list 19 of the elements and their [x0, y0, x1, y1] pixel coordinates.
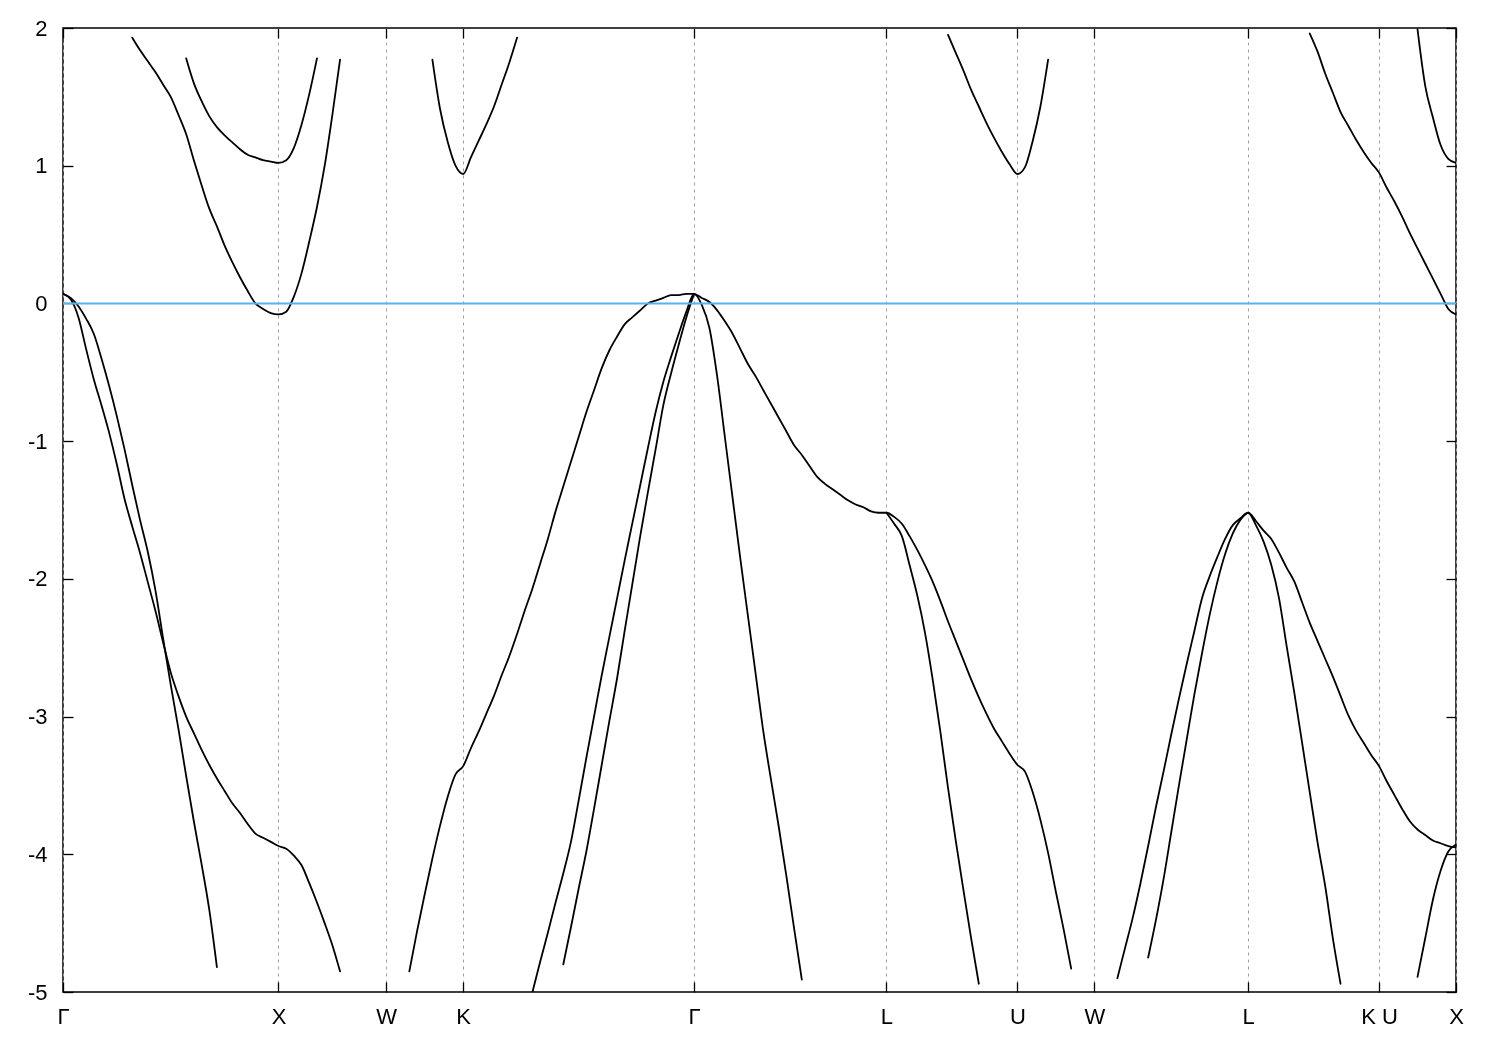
- y-tick-label: -4: [27, 841, 48, 867]
- y-tick-label: -3: [27, 704, 48, 730]
- y-tick-label: 0: [35, 290, 48, 316]
- y-tick-label: 1: [35, 153, 48, 179]
- y-tick-label: -5: [27, 979, 48, 1005]
- x-tick-label: L: [880, 1003, 894, 1029]
- x-tick-label: W: [1084, 1003, 1106, 1029]
- x-tick-label: K: [456, 1003, 472, 1029]
- y-tick-label: 2: [35, 15, 48, 41]
- y-tick-label: -1: [27, 428, 48, 454]
- x-tick-label: W: [376, 1003, 398, 1029]
- x-tick-label: U: [1009, 1003, 1026, 1029]
- x-tick-label: L: [1242, 1003, 1255, 1029]
- x-tick-label: Γ: [688, 1003, 701, 1029]
- x-tick-label: X: [271, 1003, 287, 1029]
- y-tick-label: -2: [27, 566, 48, 592]
- x-tick-label: X: [1449, 1003, 1465, 1029]
- x-tick-label: Γ: [57, 1003, 70, 1029]
- x-tick-label: K U: [1361, 1003, 1398, 1029]
